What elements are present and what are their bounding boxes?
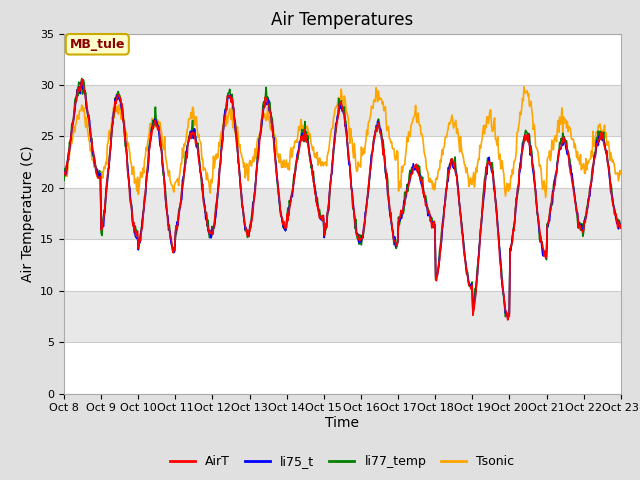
AirT [617,225,625,231]
Tsonic [184,124,192,130]
Line: Tsonic: Tsonic [64,87,621,197]
li77_temp [70,111,78,117]
AirT [428,216,435,222]
li77_temp [214,184,222,190]
Tsonic [542,194,550,200]
Line: AirT: AirT [64,79,621,320]
Tsonic [70,124,78,130]
AirT [504,317,511,323]
li75_t [214,187,222,192]
Bar [64,342,621,394]
AirT [411,163,419,169]
Tsonic [520,84,528,90]
Bar [64,34,621,85]
Bar [64,136,621,188]
li77_temp [78,76,86,82]
li75_t [428,218,435,224]
Bar [64,240,621,291]
Bar [64,85,621,136]
Text: MB_tule: MB_tule [70,38,125,51]
Tsonic [214,151,221,156]
Bar [64,291,621,342]
AirT [60,170,68,176]
li77_temp [505,314,513,320]
AirT [70,108,78,114]
Tsonic [617,171,625,177]
li77_temp [185,134,193,140]
li77_temp [411,165,419,170]
Legend: AirT, li75_t, li77_temp, Tsonic: AirT, li75_t, li77_temp, Tsonic [165,450,520,473]
Line: li75_t: li75_t [64,82,621,318]
li77_temp [128,208,136,214]
AirT [78,76,86,82]
li77_temp [617,222,625,228]
Tsonic [127,160,135,166]
AirT [128,211,136,217]
Tsonic [60,176,68,182]
li77_temp [60,178,68,183]
Tsonic [426,176,434,181]
Title: Air Temperatures: Air Temperatures [271,11,413,29]
Bar [64,188,621,240]
AirT [185,138,193,144]
Line: li77_temp: li77_temp [64,79,621,317]
X-axis label: Time: Time [325,416,360,430]
li75_t [70,113,78,119]
li77_temp [428,215,435,220]
li75_t [78,79,86,85]
li75_t [617,222,625,228]
li75_t [504,315,511,321]
AirT [214,188,222,193]
Tsonic [410,113,418,119]
li75_t [411,167,419,173]
li75_t [60,171,68,177]
Y-axis label: Air Temperature (C): Air Temperature (C) [20,145,35,282]
li75_t [128,214,136,220]
li75_t [185,139,193,144]
